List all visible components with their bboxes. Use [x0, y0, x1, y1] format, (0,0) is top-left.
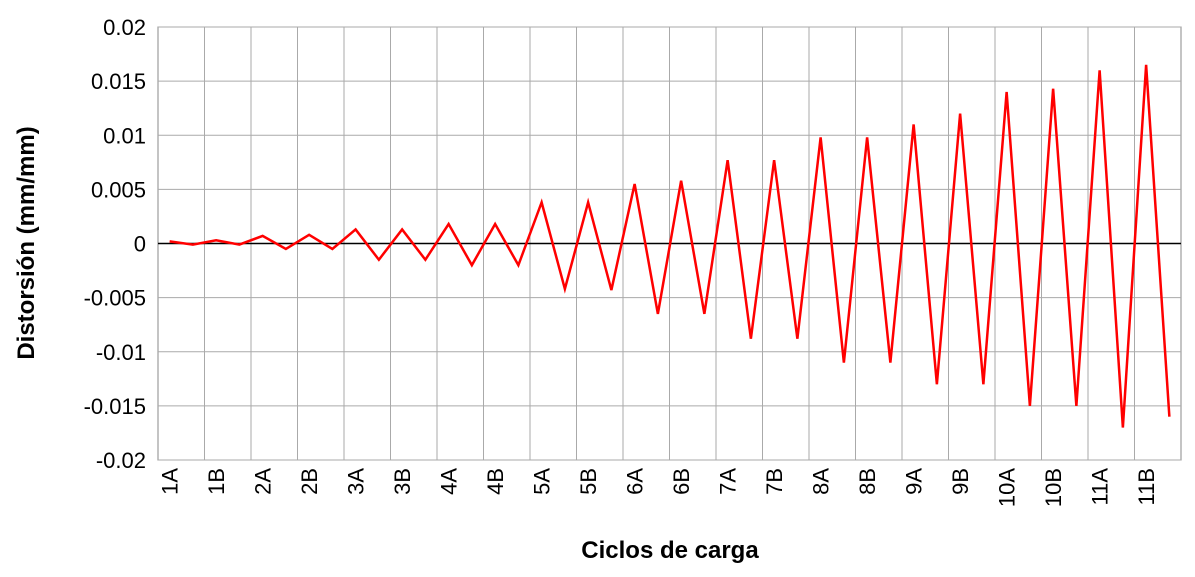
y-tick-label: -0.02 [96, 448, 146, 473]
x-tick-label: 2B [297, 468, 322, 495]
x-tick-label: 3A [344, 468, 369, 495]
x-tick-label: 10B [1041, 468, 1066, 507]
y-tick-label: -0.015 [84, 394, 146, 419]
y-tick-label: 0.02 [103, 15, 146, 40]
x-tick-label: 4B [483, 468, 508, 495]
x-tick-label: 5A [530, 468, 555, 495]
x-tick-label: 6B [669, 468, 694, 495]
y-tick-label: 0.005 [91, 177, 146, 202]
y-tick-label: -0.01 [96, 340, 146, 365]
x-axis-title: Ciclos de carga [581, 537, 759, 564]
x-tick-label: 9B [948, 468, 973, 495]
x-tick-label: 1B [204, 468, 229, 495]
x-tick-label: 3B [390, 468, 415, 495]
x-tick-label: 1A [158, 468, 183, 495]
x-tick-label: 10A [995, 468, 1020, 507]
x-tick-label: 8A [809, 468, 834, 495]
data-line [169, 64, 1171, 428]
y-tick-label: 0.01 [103, 123, 146, 148]
x-tick-label: 4A [437, 468, 462, 495]
y-axis-title: Distorsión (mm/mm) [13, 126, 40, 359]
x-tick-label: 2A [251, 468, 276, 495]
x-tick-label: 7A [716, 468, 741, 495]
x-tick-label: 7B [762, 468, 787, 495]
x-tick-label: 11B [1134, 468, 1159, 506]
x-tick-label: 5B [576, 468, 601, 495]
x-tick-label: 8B [855, 468, 880, 495]
x-tick-label: 9A [902, 468, 927, 495]
y-tick-label: 0 [134, 232, 146, 257]
x-tick-label: 6A [623, 468, 648, 495]
y-tick-label: -0.005 [84, 286, 146, 311]
y-tick-label: 0.015 [91, 69, 146, 94]
x-tick-label: 11A [1088, 468, 1113, 506]
